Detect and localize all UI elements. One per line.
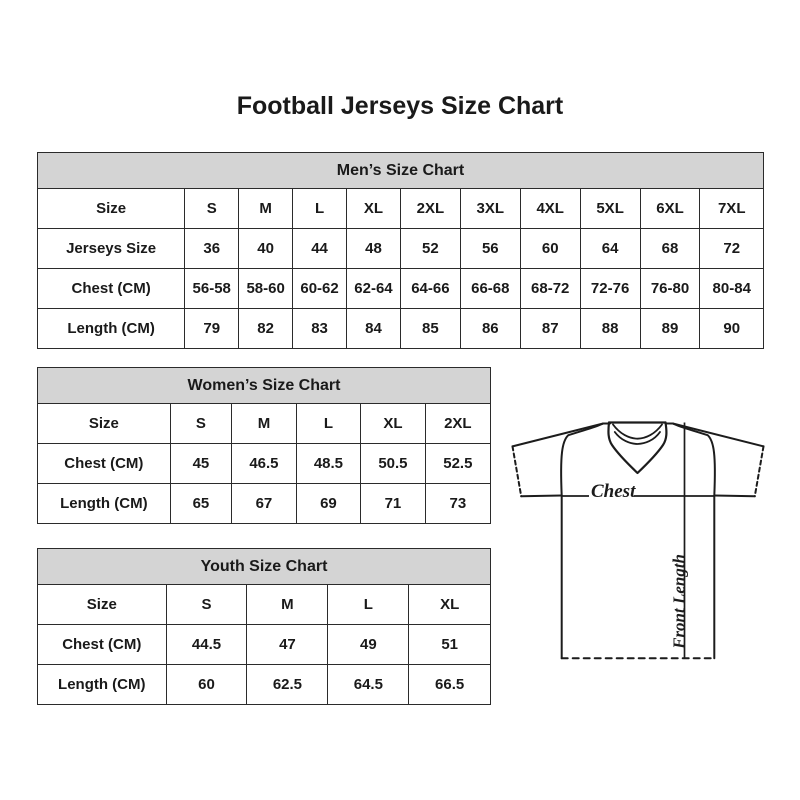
svg-text:Chest: Chest bbox=[591, 481, 636, 502]
svg-text:Front Length: Front Length bbox=[670, 554, 689, 650]
